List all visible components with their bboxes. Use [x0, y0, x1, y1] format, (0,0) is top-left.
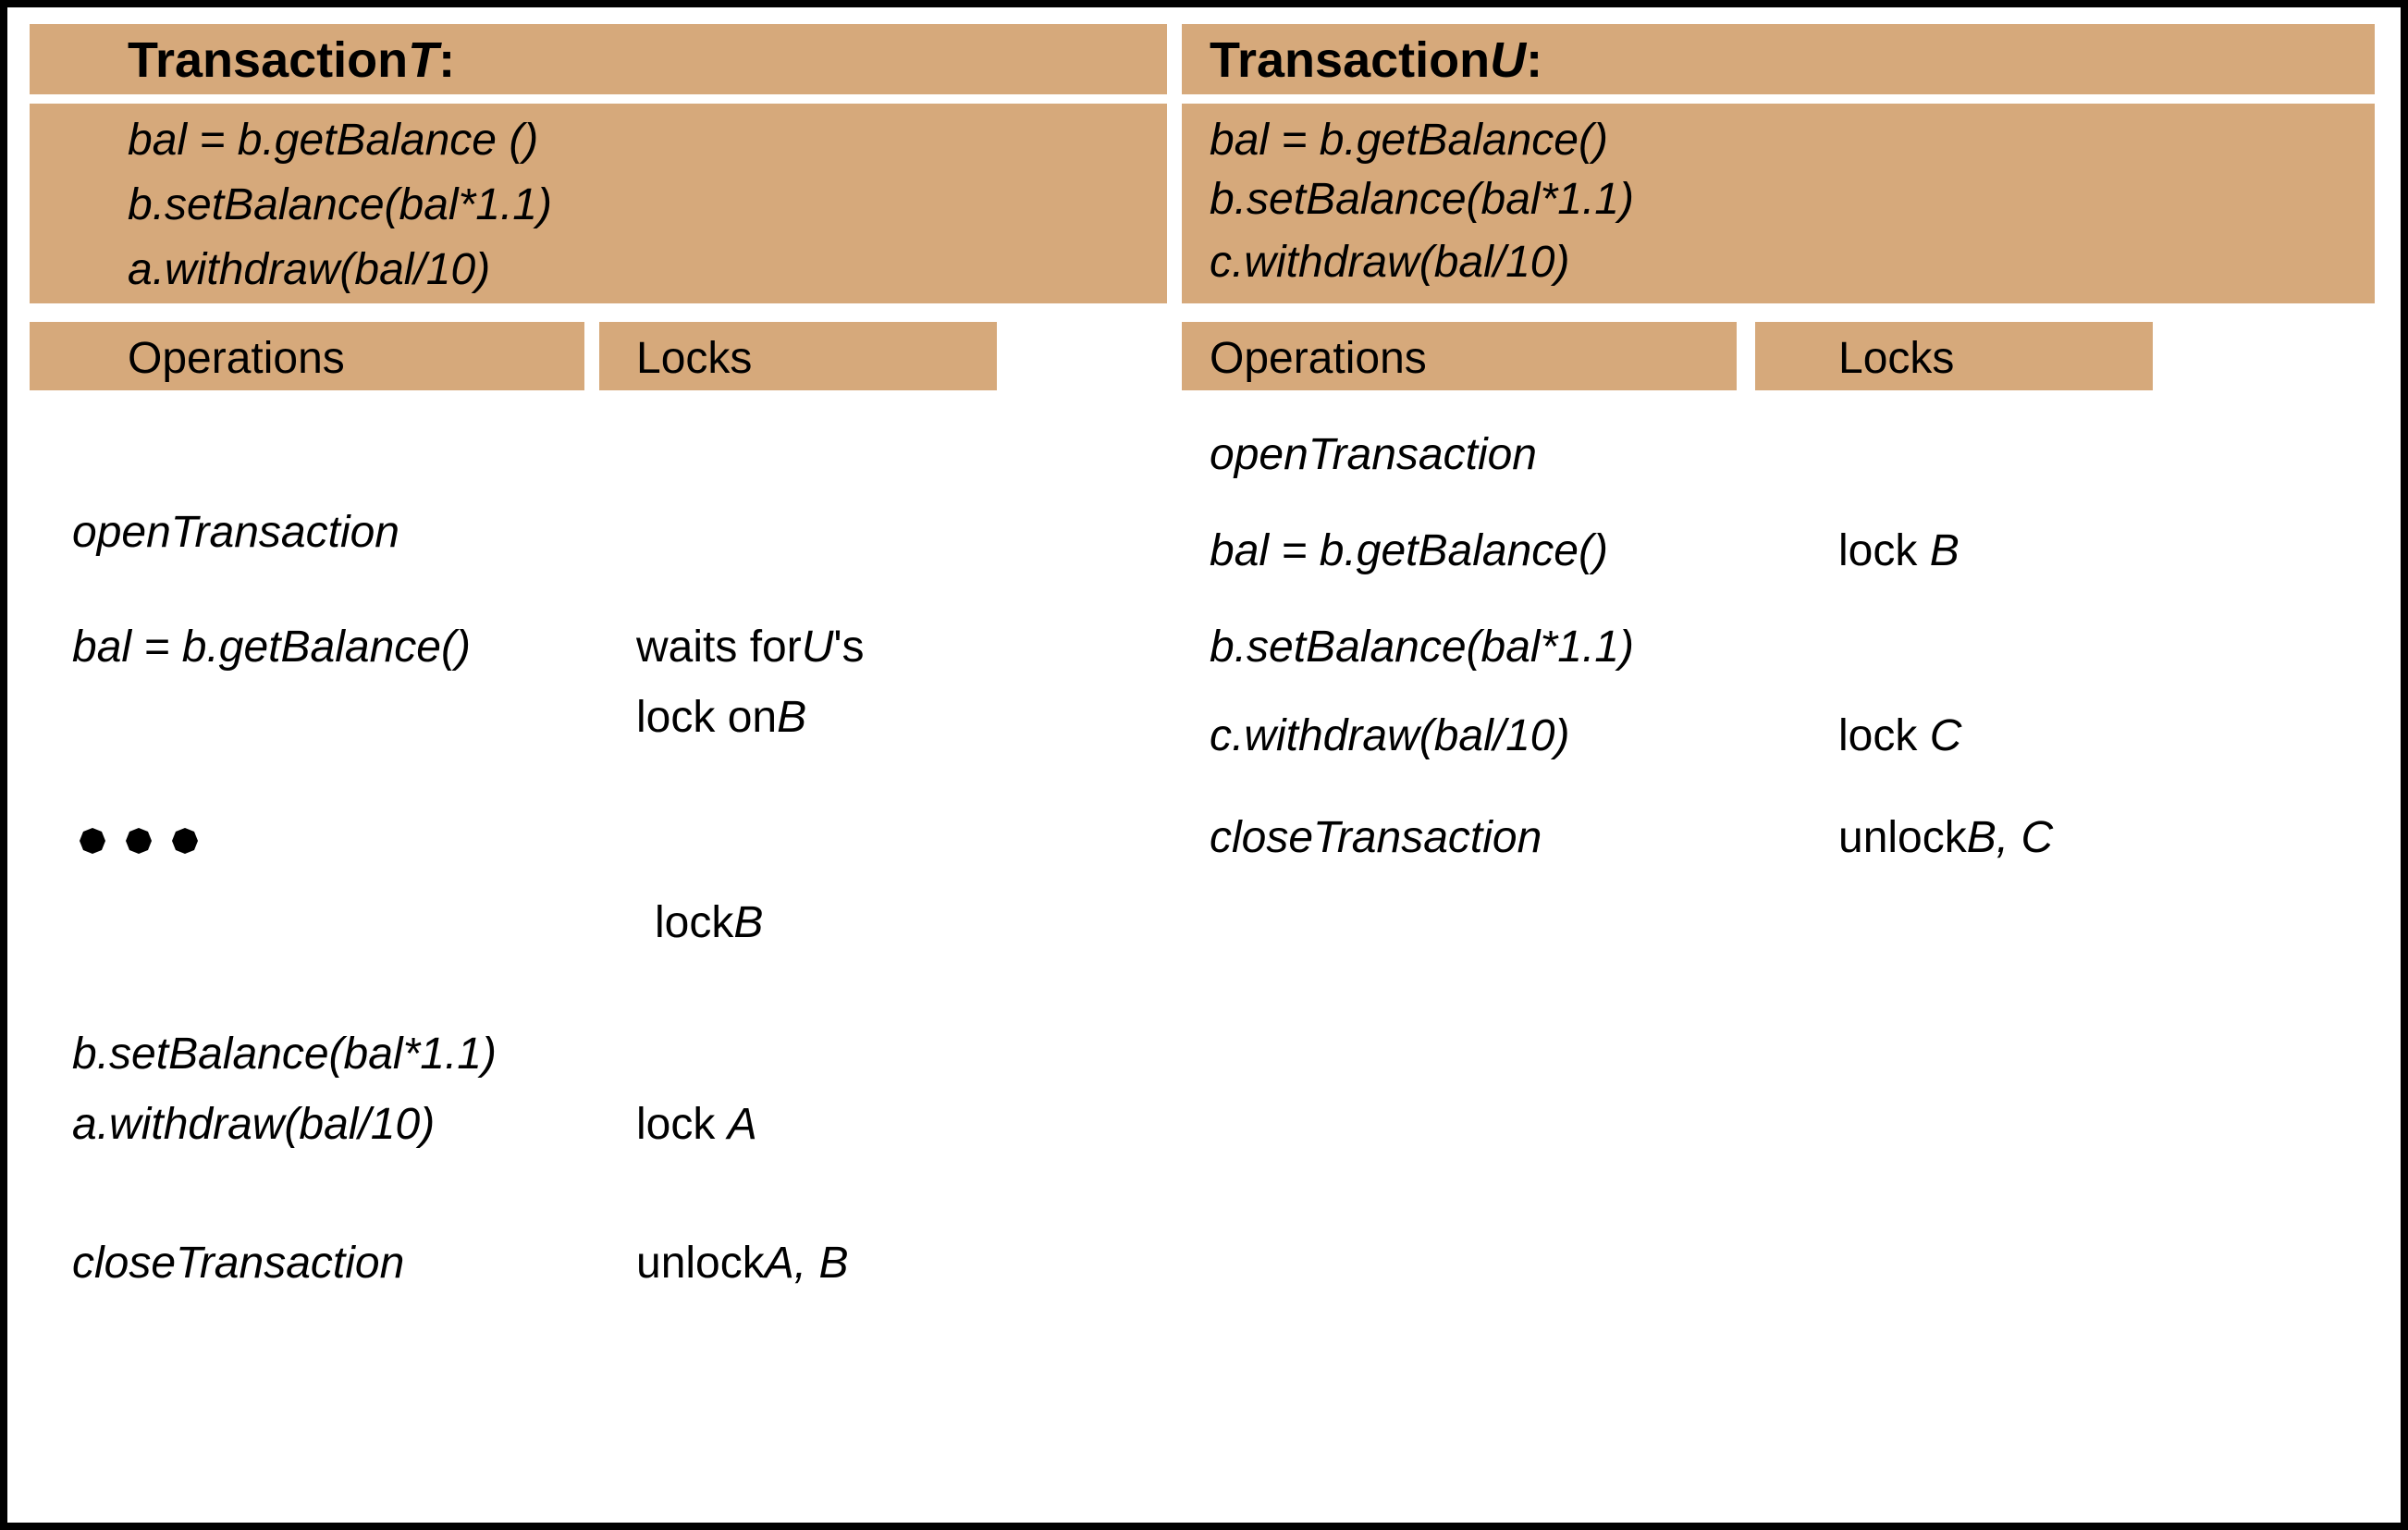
right-lock-1-italic: B: [1930, 526, 1960, 575]
code-right-2: c.withdraw(bal/10): [1210, 237, 1569, 288]
left-lock-2-plain: lock on: [636, 693, 777, 742]
ellipsis-icon: [72, 826, 220, 863]
title-right-prefix: Transaction: [1210, 32, 1490, 88]
code-left-0: bal = b.getBalance (): [128, 115, 538, 166]
left-lock-1-plain: waits for: [636, 623, 802, 672]
title-left: TransactionT:: [128, 31, 455, 89]
left-op-7: closeTransaction: [72, 1238, 404, 1289]
title-left-prefix: Transaction: [128, 32, 408, 88]
left-lock-2: lock onB: [636, 692, 806, 743]
code-right-1: b.setBalance(bal*1.1): [1210, 174, 1634, 225]
left-lock-6-italic: A: [728, 1100, 757, 1149]
left-lock-7-plain: unlock: [636, 1239, 765, 1288]
code-left-2: a.withdraw(bal/10): [128, 244, 490, 295]
left-lock-1-tail: 's: [833, 623, 864, 672]
right-op-2: b.setBalance(bal*1.1): [1210, 622, 1634, 672]
left-lock-6-plain: lock: [636, 1100, 728, 1149]
right-op-1: bal = b.getBalance(): [1210, 525, 1608, 576]
left-lock-7-italic: A, B: [765, 1239, 849, 1288]
left-op-1: bal = b.getBalance(): [72, 622, 471, 672]
left-op-5: b.setBalance(bal*1.1): [72, 1029, 497, 1080]
diagram-frame: TransactionT: TransactionU: bal = b.getB…: [0, 0, 2408, 1530]
right-op-4: closeTransaction: [1210, 812, 1542, 863]
left-lock-4: lockB: [655, 897, 763, 948]
title-right-var: U: [1490, 32, 1526, 88]
title-right-suffix: :: [1526, 32, 1542, 88]
left-op-6: a.withdraw(bal/10): [72, 1099, 435, 1150]
right-lock-3-italic: C: [1930, 711, 1962, 760]
left-ellipsis: [72, 803, 220, 879]
header-ops-right: Operations: [1210, 333, 1427, 384]
right-lock-1: lock B: [1838, 525, 1960, 576]
right-lock-4-plain: unlock: [1838, 813, 1967, 862]
left-lock-4-italic: B: [733, 898, 763, 947]
left-lock-7: unlockA, B: [636, 1238, 848, 1289]
right-lock-3-plain: lock: [1838, 711, 1930, 760]
title-left-var: T: [408, 32, 438, 88]
left-lock-1: waits forU's: [636, 622, 865, 672]
left-lock-2-italic: B: [777, 693, 806, 742]
title-right: TransactionU:: [1210, 31, 1542, 89]
code-right-0: bal = b.getBalance(): [1210, 115, 1608, 166]
right-lock-1-plain: lock: [1838, 526, 1930, 575]
header-locks-left: Locks: [636, 333, 752, 384]
left-op-0: openTransaction: [72, 507, 399, 558]
right-lock-3: lock C: [1838, 710, 1961, 761]
right-lock-4-italic: B, C: [1967, 813, 2053, 862]
right-op-3: c.withdraw(bal/10): [1210, 710, 1569, 761]
right-lock-4: unlockB, C: [1838, 812, 2053, 863]
header-ops-left: Operations: [128, 333, 345, 384]
left-lock-6: lock A: [636, 1099, 757, 1150]
title-left-suffix: :: [438, 32, 455, 88]
left-lock-1-italic: U: [802, 623, 834, 672]
code-left-1: b.setBalance(bal*1.1): [128, 179, 552, 230]
left-lock-4-plain: lock: [655, 898, 733, 947]
right-op-0: openTransaction: [1210, 429, 1537, 480]
header-locks-right: Locks: [1838, 333, 1954, 384]
